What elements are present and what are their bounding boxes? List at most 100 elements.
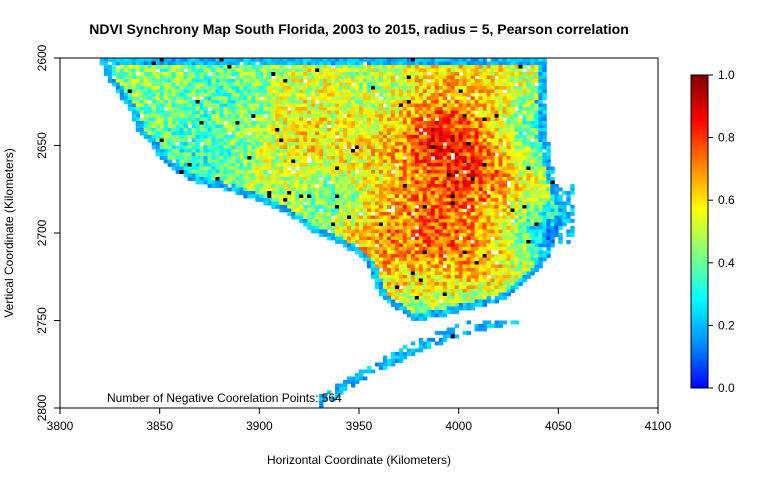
heatmap-cell <box>366 194 372 199</box>
heatmap-cell <box>315 135 320 139</box>
heatmap-cell <box>295 205 300 209</box>
heatmap-cell <box>295 128 300 132</box>
heatmap-cell <box>554 222 559 227</box>
heatmap-cell <box>390 128 396 132</box>
heatmap-cell <box>410 75 416 80</box>
heatmap-cell <box>490 163 495 167</box>
heatmap-cell <box>359 240 364 244</box>
heatmap-cell <box>351 187 356 192</box>
heatmap-cell <box>303 191 308 195</box>
heatmap-cell <box>474 215 479 220</box>
heatmap-cell <box>414 79 420 83</box>
heatmap-cell <box>211 173 216 178</box>
heatmap-cell <box>195 135 200 139</box>
heatmap-cell <box>195 170 200 174</box>
heatmap-cell <box>438 229 444 234</box>
heatmap-cell <box>223 86 228 90</box>
heatmap-cell <box>283 86 288 90</box>
heatmap-cell <box>223 107 228 111</box>
heatmap-cell <box>259 121 264 125</box>
heatmap-cell <box>335 226 340 230</box>
heatmap-cell <box>335 75 340 80</box>
heatmap-cell <box>490 194 495 199</box>
heatmap-cell <box>219 96 224 101</box>
heatmap-cell <box>207 152 212 157</box>
heatmap-cell <box>307 68 312 73</box>
heatmap-cell <box>299 198 304 202</box>
heatmap-cell <box>406 121 412 125</box>
heatmap-cell <box>347 229 352 234</box>
heatmap-cell <box>323 96 328 101</box>
heatmap-cell <box>434 201 440 206</box>
heatmap-cell <box>462 72 468 76</box>
heatmap-cell <box>418 61 424 66</box>
heatmap-cell <box>406 107 412 111</box>
heatmap-cell <box>155 86 161 90</box>
heatmap-cell <box>502 247 507 251</box>
heatmap-cell <box>327 58 332 62</box>
heatmap-cell <box>382 145 388 150</box>
heatmap-cell <box>227 149 232 153</box>
heatmap-cell <box>295 65 300 69</box>
heatmap-cell <box>370 215 376 220</box>
heatmap-cell <box>498 135 503 139</box>
heatmap-cell <box>486 149 491 153</box>
heatmap-cell <box>394 170 400 174</box>
heatmap-cell <box>382 177 388 181</box>
heatmap-cell <box>390 121 396 125</box>
heatmap-cell <box>139 110 145 115</box>
heatmap-cell <box>426 198 432 202</box>
heatmap-cell <box>498 100 503 104</box>
heatmap-cell <box>227 117 232 122</box>
heatmap-cell <box>530 219 535 223</box>
heatmap-cell <box>478 79 483 83</box>
heatmap-cell <box>434 89 440 94</box>
heatmap-cell <box>299 173 304 178</box>
heatmap-cell <box>359 65 364 69</box>
heatmap-cell <box>187 142 192 146</box>
heatmap-cell <box>494 194 499 199</box>
heatmap-cell <box>462 198 468 202</box>
heatmap-cell <box>311 93 316 97</box>
heatmap-cell <box>490 65 495 69</box>
heatmap-cell <box>390 117 396 122</box>
heatmap-cell <box>414 208 420 213</box>
heatmap-cell <box>530 114 535 118</box>
heatmap-cell <box>319 170 324 174</box>
heatmap-cell <box>223 103 228 108</box>
heatmap-cell <box>474 201 479 206</box>
heatmap-cell <box>203 152 208 157</box>
heatmap-cell <box>370 250 376 255</box>
heatmap-cell <box>542 163 547 167</box>
heatmap-cell <box>366 177 372 181</box>
heatmap-cell <box>243 110 248 115</box>
heatmap-cell <box>359 243 364 248</box>
heatmap-cell <box>207 156 212 160</box>
heatmap-cell <box>438 205 444 209</box>
heatmap-cell <box>454 117 460 122</box>
heatmap-cell <box>199 110 204 115</box>
heatmap-cell <box>295 110 300 115</box>
heatmap-cell <box>466 100 472 104</box>
heatmap-cell <box>243 100 248 104</box>
heatmap-cell <box>386 215 392 220</box>
heatmap-cell <box>255 138 260 143</box>
heatmap-cell <box>486 142 491 146</box>
heatmap-cell <box>155 107 161 111</box>
heatmap-cell <box>546 191 551 195</box>
heatmap-cell <box>474 173 479 178</box>
heatmap-cell <box>275 100 280 104</box>
heatmap-cell <box>227 177 232 181</box>
heatmap-cell <box>163 72 169 76</box>
heatmap-cell <box>534 194 539 199</box>
heatmap-cell <box>287 198 292 202</box>
heatmap-cell <box>450 58 456 62</box>
heatmap-cell <box>291 114 296 118</box>
heatmap-cell <box>211 58 216 62</box>
heatmap-cell <box>255 93 260 97</box>
heatmap-cell <box>339 68 344 73</box>
heatmap-cell <box>339 117 344 122</box>
heatmap-cell <box>386 72 392 76</box>
heatmap-cell <box>422 121 428 125</box>
heatmap-cell <box>287 194 292 199</box>
